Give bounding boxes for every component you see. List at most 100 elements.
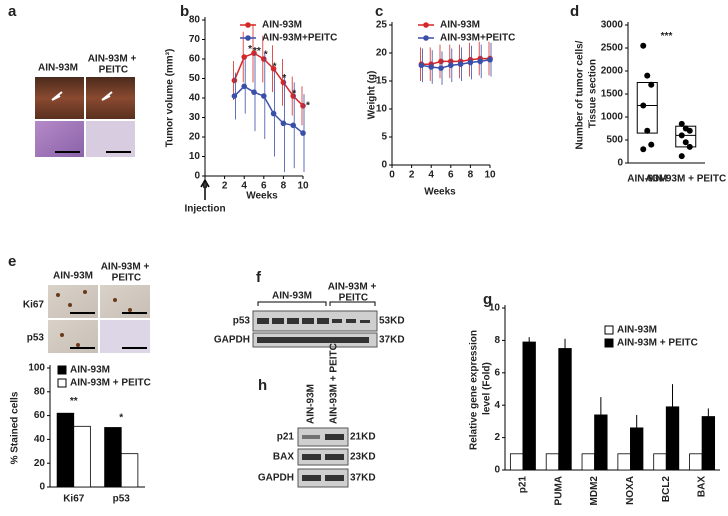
point: [290, 122, 297, 129]
legend-label: AIN-93M: [70, 365, 110, 376]
group-label: AIN-93M: [38, 63, 78, 74]
point: [457, 61, 464, 67]
point: [261, 56, 267, 62]
panel-letter: g: [483, 291, 492, 308]
legend-label: AIN-93M: [617, 325, 657, 336]
x-axis-label: Weeks: [246, 191, 278, 202]
point: [682, 139, 689, 146]
point: [467, 59, 474, 66]
point: [648, 141, 655, 148]
legend-label: AIN-93M: [262, 20, 302, 31]
injection-arrow: [200, 178, 210, 200]
point: [448, 58, 454, 65]
annotation: *: [282, 73, 286, 84]
row-label: p53: [27, 333, 45, 344]
y-axis-label: Relative gene expression level (Fold): [468, 330, 492, 450]
panel-letter: f: [256, 269, 262, 286]
y-tick-label: 10: [189, 151, 201, 162]
x-tick-label: 6: [261, 181, 267, 192]
band-size: 37KD: [350, 473, 376, 484]
group-label: AIN-93M: [272, 291, 312, 302]
y-tick-label: 1000: [601, 112, 624, 123]
bar: [581, 453, 595, 471]
x-tick-label: 2: [409, 170, 415, 181]
group-label: AIN-93M + PEITC: [328, 281, 377, 303]
bar: [73, 425, 91, 488]
x-tick-label: p53: [113, 494, 131, 505]
point: [686, 127, 693, 134]
point: [280, 79, 287, 86]
point: [648, 81, 655, 88]
y-tick-label: 100: [28, 363, 45, 374]
ihc-photos: [48, 285, 150, 353]
group-label: AIN-93M + PEITC: [329, 343, 340, 424]
y-tick-label: 60: [34, 410, 46, 421]
row-label: Ki67: [23, 300, 45, 311]
y-tick-label: 0: [494, 465, 500, 476]
legend-label: AIN-93M: [440, 20, 480, 31]
y-tick-label: 10: [376, 104, 388, 115]
annotation: *: [264, 50, 268, 61]
x-tick-label: p21: [518, 476, 529, 494]
y-tick-label: 8: [494, 335, 500, 346]
x-tick-label: 6: [448, 170, 454, 181]
panel-letter: a: [8, 3, 17, 20]
point: [678, 132, 685, 139]
bar: [104, 427, 122, 488]
point: [640, 42, 647, 49]
y-tick-label: 40: [34, 434, 46, 445]
legend-swatch: [423, 35, 429, 41]
y-axis-label: Number of tumor cells/ Tissue section: [574, 40, 598, 149]
y-axis-label: Weight (g): [367, 71, 378, 120]
point: [270, 65, 277, 72]
point: [686, 143, 693, 150]
legend-swatch: [57, 365, 67, 375]
band-label: BAX: [273, 452, 294, 463]
western-blot-h: [297, 427, 349, 488]
panel-letter: e: [8, 253, 16, 270]
bar: [558, 348, 572, 471]
point: [300, 103, 306, 109]
y-tick-label: 10: [489, 303, 501, 314]
legend-label: AIN-93M + PEITC: [70, 378, 151, 389]
band-size: 37KD: [379, 335, 405, 346]
y-tick-label: 20: [189, 132, 201, 143]
y-tick-label: 80: [189, 15, 201, 26]
panel-letter: b: [180, 3, 189, 20]
point: [640, 146, 647, 153]
y-tick-label: 0: [39, 482, 45, 493]
y-tick-label: 25: [376, 20, 388, 31]
band-size: 21KD: [350, 432, 376, 443]
x-tick-label: PUMA: [553, 476, 564, 505]
band-label: GAPDH: [258, 473, 294, 484]
group-label: AIN-93M: [53, 271, 93, 282]
y-axis-label: % Stained cells: [10, 391, 21, 464]
annotation: *: [306, 100, 310, 111]
y-tick-label: 0: [617, 158, 623, 169]
point: [231, 77, 238, 84]
y-tick-label: 70: [189, 34, 201, 45]
group-label: AIN-93M + PEITC: [101, 261, 150, 283]
x-tick-label: 8: [281, 181, 287, 192]
annotation: ***: [661, 31, 673, 42]
point: [644, 72, 651, 79]
y-tick-label: 5: [381, 132, 387, 143]
x-tick-label: AIN-93M + PEITC: [645, 174, 726, 185]
band-label: p21: [277, 432, 295, 443]
point: [418, 62, 425, 69]
y-tick-label: 3000: [601, 20, 624, 31]
bar: [545, 453, 560, 471]
y-tick-label: 80: [34, 386, 46, 397]
bar: [522, 341, 536, 471]
box: [636, 82, 658, 134]
legend-label: AIN-93M+PEITC: [262, 33, 337, 44]
point: [438, 65, 444, 71]
group-label: AIN-93M: [306, 384, 317, 424]
band-label: GAPDH: [214, 335, 250, 346]
y-tick-label: 50: [189, 73, 201, 84]
point: [300, 130, 306, 136]
band-size: 23KD: [350, 452, 376, 463]
y-tick-label: 20: [376, 48, 388, 59]
annotation: *: [292, 89, 296, 100]
